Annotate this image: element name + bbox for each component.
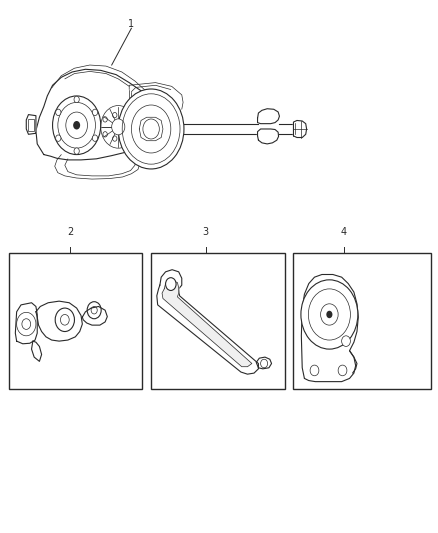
Circle shape bbox=[166, 278, 176, 290]
Circle shape bbox=[342, 336, 350, 346]
Circle shape bbox=[55, 308, 74, 332]
Circle shape bbox=[338, 365, 347, 376]
Circle shape bbox=[112, 119, 125, 135]
Circle shape bbox=[87, 302, 101, 319]
Polygon shape bbox=[258, 129, 279, 144]
Circle shape bbox=[92, 109, 98, 116]
Polygon shape bbox=[157, 270, 258, 374]
Text: 4: 4 bbox=[341, 227, 347, 237]
Text: 1: 1 bbox=[128, 19, 134, 29]
Polygon shape bbox=[293, 120, 307, 138]
Circle shape bbox=[56, 109, 61, 116]
Polygon shape bbox=[162, 280, 252, 367]
Circle shape bbox=[301, 280, 358, 349]
Polygon shape bbox=[15, 303, 37, 344]
Circle shape bbox=[74, 148, 79, 154]
Text: 3: 3 bbox=[203, 227, 209, 237]
Circle shape bbox=[53, 96, 101, 155]
Circle shape bbox=[56, 135, 61, 141]
Circle shape bbox=[92, 135, 98, 141]
Text: 2: 2 bbox=[67, 227, 73, 237]
Polygon shape bbox=[258, 109, 279, 124]
Circle shape bbox=[118, 89, 184, 169]
Polygon shape bbox=[82, 306, 107, 325]
Polygon shape bbox=[36, 301, 82, 341]
Polygon shape bbox=[301, 274, 358, 382]
Circle shape bbox=[74, 96, 79, 103]
Polygon shape bbox=[26, 115, 36, 134]
Polygon shape bbox=[256, 357, 272, 369]
Circle shape bbox=[73, 121, 80, 130]
Polygon shape bbox=[32, 341, 42, 361]
Circle shape bbox=[310, 365, 319, 376]
Polygon shape bbox=[36, 69, 166, 160]
Circle shape bbox=[326, 311, 332, 318]
Polygon shape bbox=[139, 117, 163, 141]
